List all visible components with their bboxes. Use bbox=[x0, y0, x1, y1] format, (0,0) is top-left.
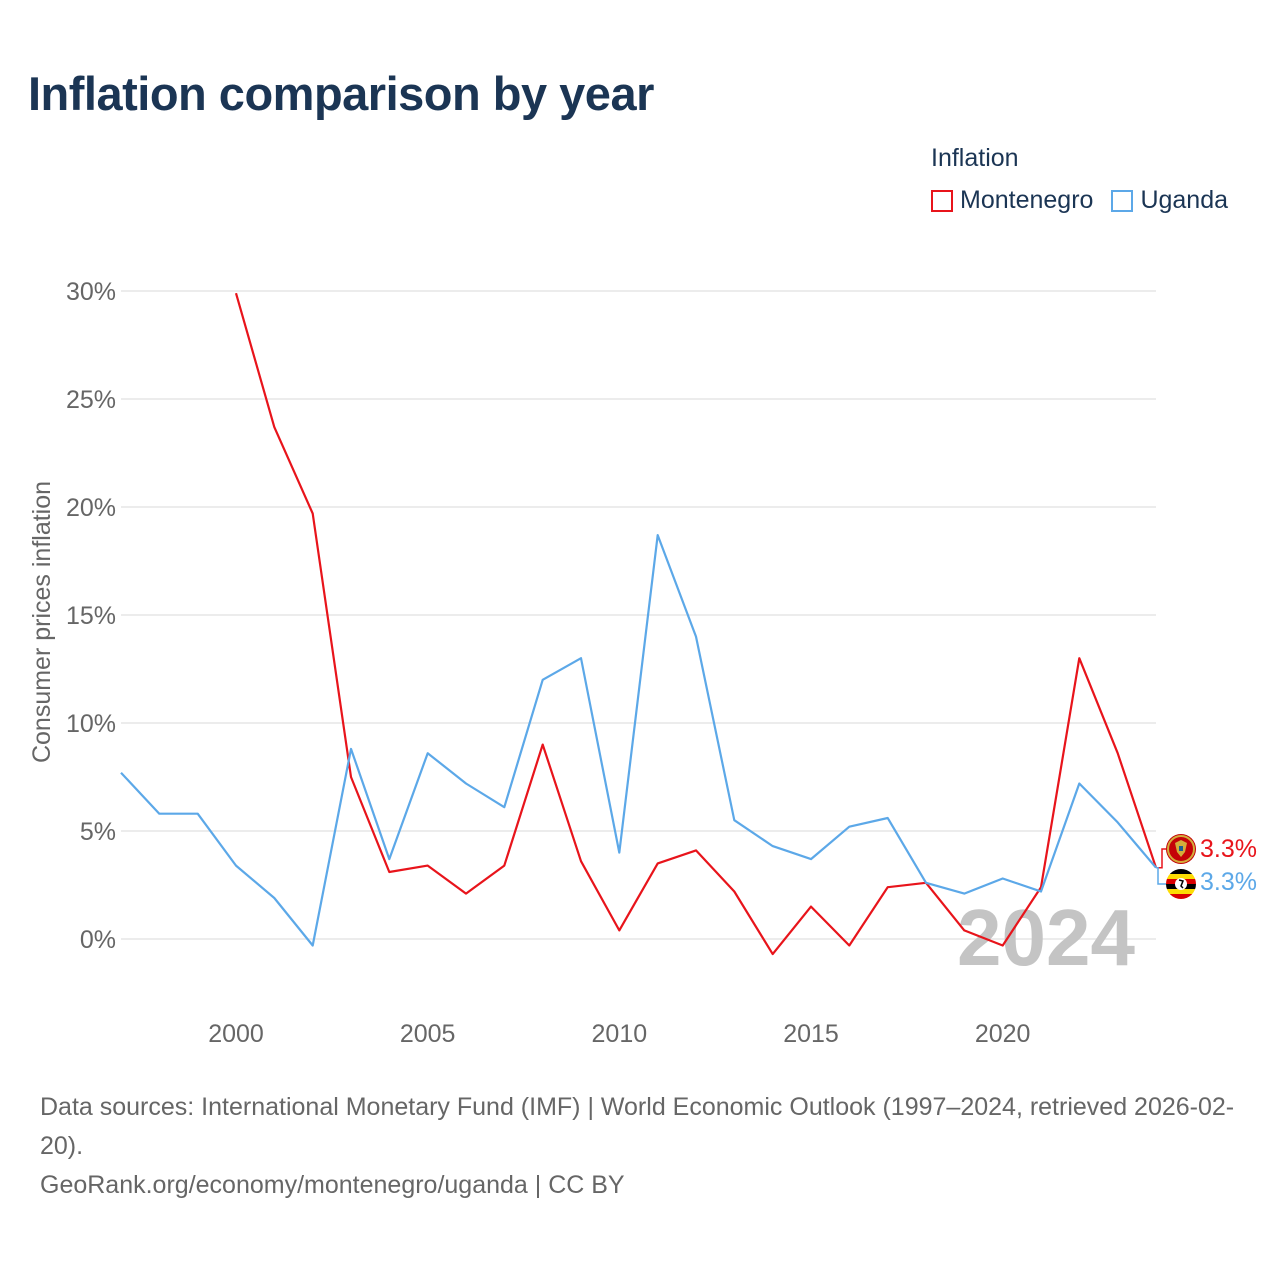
legend-swatch-uganda bbox=[1111, 189, 1134, 212]
x-tick-label: 2015 bbox=[783, 1020, 839, 1048]
legend-swatch-montenegro bbox=[931, 189, 953, 212]
y-axis-label: Consumer prices inflation bbox=[28, 481, 56, 763]
montenegro-flag-icon bbox=[1166, 834, 1196, 864]
x-tick-label: 2000 bbox=[208, 1020, 264, 1048]
y-tick-labels: 0% 5% 10% 15% 20% 25% 30% bbox=[66, 278, 116, 954]
y-tick-label: 0% bbox=[80, 926, 116, 954]
legend-label-uganda: Uganda bbox=[1140, 186, 1229, 214]
legend: Montenegro Uganda bbox=[931, 186, 1246, 215]
legend-item-montenegro[interactable]: Montenegro bbox=[931, 186, 1093, 215]
y-tick-label: 15% bbox=[66, 602, 116, 630]
y-tick-label: 10% bbox=[66, 710, 116, 738]
y-tick-label: 30% bbox=[66, 278, 116, 306]
montenegro-end-value: 3.3% bbox=[1200, 835, 1257, 863]
series-line-uganda[interactable] bbox=[120, 533, 1157, 947]
x-tick-label: 2005 bbox=[400, 1020, 456, 1048]
legend-title: Inflation bbox=[931, 144, 1019, 172]
chart-title: Inflation comparison by year bbox=[28, 67, 654, 120]
x-tick-label: 2010 bbox=[592, 1020, 648, 1048]
montenegro-end-connector bbox=[1156, 848, 1166, 869]
y-tick-label: 25% bbox=[66, 386, 116, 414]
legend-item-uganda[interactable]: Uganda bbox=[1111, 186, 1228, 215]
uganda-flag-icon bbox=[1166, 869, 1196, 899]
legend-label-montenegro: Montenegro bbox=[960, 186, 1094, 214]
y-tick-label: 20% bbox=[66, 494, 116, 522]
uganda-end-value: 3.3% bbox=[1200, 868, 1257, 896]
x-tick-labels: 2000 2005 2010 2015 2020 bbox=[208, 1020, 1030, 1048]
y-tick-label: 5% bbox=[80, 818, 116, 846]
x-tick-label: 2020 bbox=[975, 1020, 1031, 1048]
year-watermark: 2024 bbox=[957, 893, 1135, 982]
series-line-montenegro[interactable] bbox=[234, 292, 1158, 956]
footer: Data sources: International Monetary Fun… bbox=[40, 1088, 1250, 1205]
series-lines bbox=[120, 292, 1158, 956]
data-sources: Data sources: International Monetary Fun… bbox=[40, 1093, 1235, 1160]
uganda-end-connector bbox=[1156, 866, 1166, 885]
source-link[interactable]: GeoRank.org/economy/montenegro/uganda | … bbox=[40, 1171, 625, 1199]
gridlines bbox=[121, 290, 1156, 940]
